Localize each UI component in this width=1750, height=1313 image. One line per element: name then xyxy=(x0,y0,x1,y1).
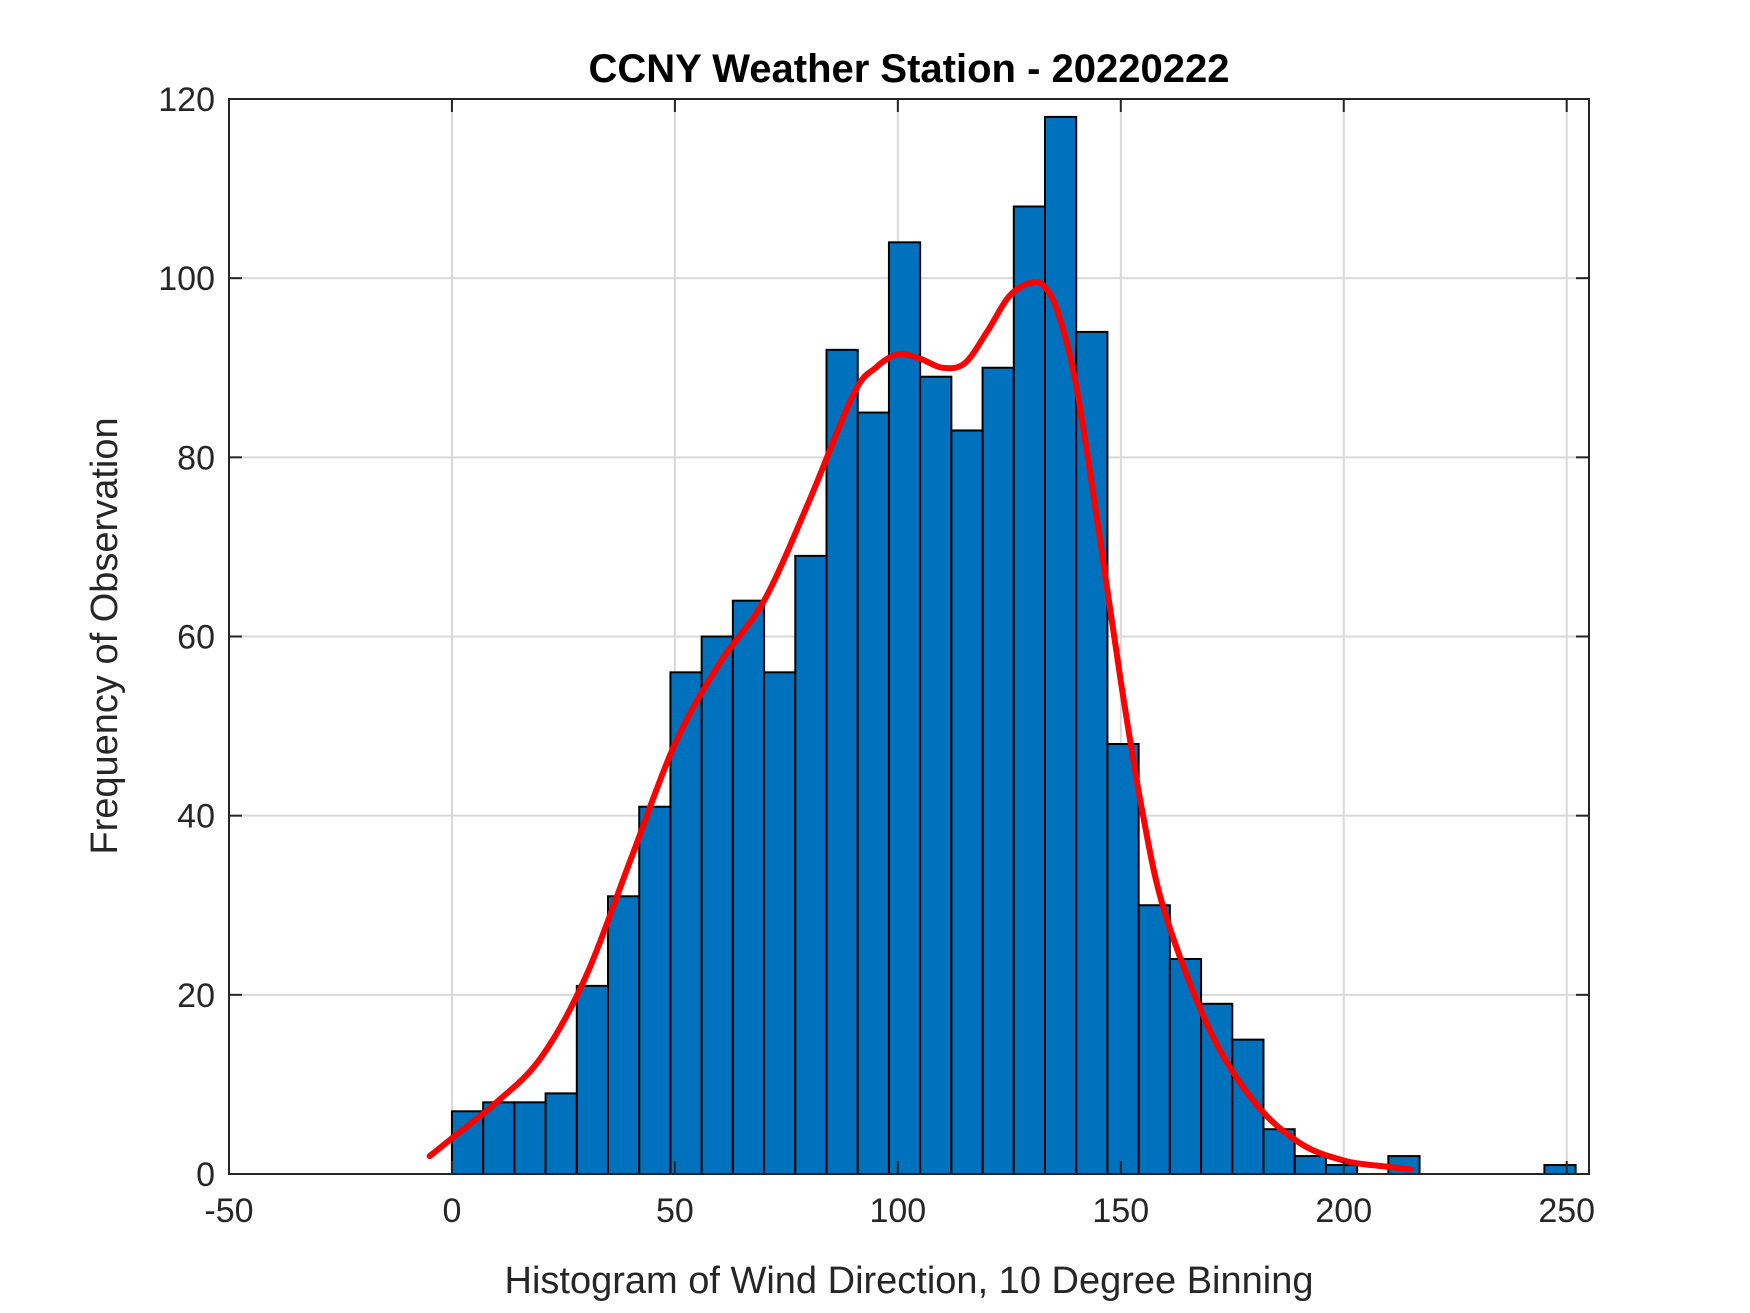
histogram-bar xyxy=(1012,205,1046,1175)
histogram-bar xyxy=(1044,115,1078,1176)
x-tick-label: 0 xyxy=(442,1192,461,1230)
histogram-bar xyxy=(981,366,1015,1175)
histogram-bar xyxy=(1543,1164,1577,1175)
histogram-bar xyxy=(887,241,922,1176)
bars-group xyxy=(450,115,1577,1176)
histogram-bar xyxy=(1200,1002,1234,1176)
y-axis-title: Frequency of Observation xyxy=(84,417,126,854)
histogram-bar xyxy=(825,348,859,1176)
histogram-bar xyxy=(575,984,610,1175)
histogram-bar xyxy=(1075,330,1109,1175)
histogram-bar xyxy=(1137,904,1171,1175)
fit-curve xyxy=(426,278,1414,1173)
y-tick-label: 40 xyxy=(177,798,215,836)
y-tick-label: 120 xyxy=(158,81,215,119)
histogram-bar xyxy=(856,411,890,1175)
histogram-bar xyxy=(544,1092,578,1175)
tick-marks xyxy=(228,98,1589,1175)
y-tick-label: 80 xyxy=(177,439,215,477)
histogram-bar xyxy=(919,375,953,1176)
y-tick-label: 60 xyxy=(177,619,215,657)
histogram-bar xyxy=(607,895,641,1176)
histogram-bar xyxy=(1168,958,1203,1175)
x-tick-label: 250 xyxy=(1538,1192,1595,1230)
y-tick-label: 0 xyxy=(196,1156,215,1194)
histogram-bar xyxy=(1293,1155,1327,1176)
histogram-bar xyxy=(950,429,984,1176)
x-tick-label: 150 xyxy=(1092,1192,1149,1230)
x-tick-labels: -50 0 50 100 150 200 250 xyxy=(204,1192,1595,1230)
histogram-bar xyxy=(700,635,734,1175)
histogram-bar xyxy=(669,671,703,1175)
x-tick-label: 200 xyxy=(1315,1192,1372,1230)
histogram-bar xyxy=(731,599,766,1175)
y-tick-labels: 0 20 40 60 80 100 120 xyxy=(158,81,215,1194)
x-axis-title: Histogram of Wind Direction, 10 Degree B… xyxy=(505,1260,1314,1302)
x-tick-label: -50 xyxy=(204,1192,253,1230)
histogram-bar xyxy=(513,1101,547,1176)
x-tick-label: 100 xyxy=(869,1192,926,1230)
histogram-bar xyxy=(638,805,672,1175)
histogram-bar xyxy=(794,554,828,1175)
y-tick-label: 100 xyxy=(158,260,215,298)
histogram-bar xyxy=(1106,743,1140,1175)
x-tick-label: 50 xyxy=(656,1192,694,1230)
chart-title: CCNY Weather Station - 20220222 xyxy=(589,47,1230,91)
histogram-bar xyxy=(1324,1164,1359,1175)
y-tick-label: 20 xyxy=(177,977,215,1015)
histogram-bar xyxy=(763,671,797,1175)
